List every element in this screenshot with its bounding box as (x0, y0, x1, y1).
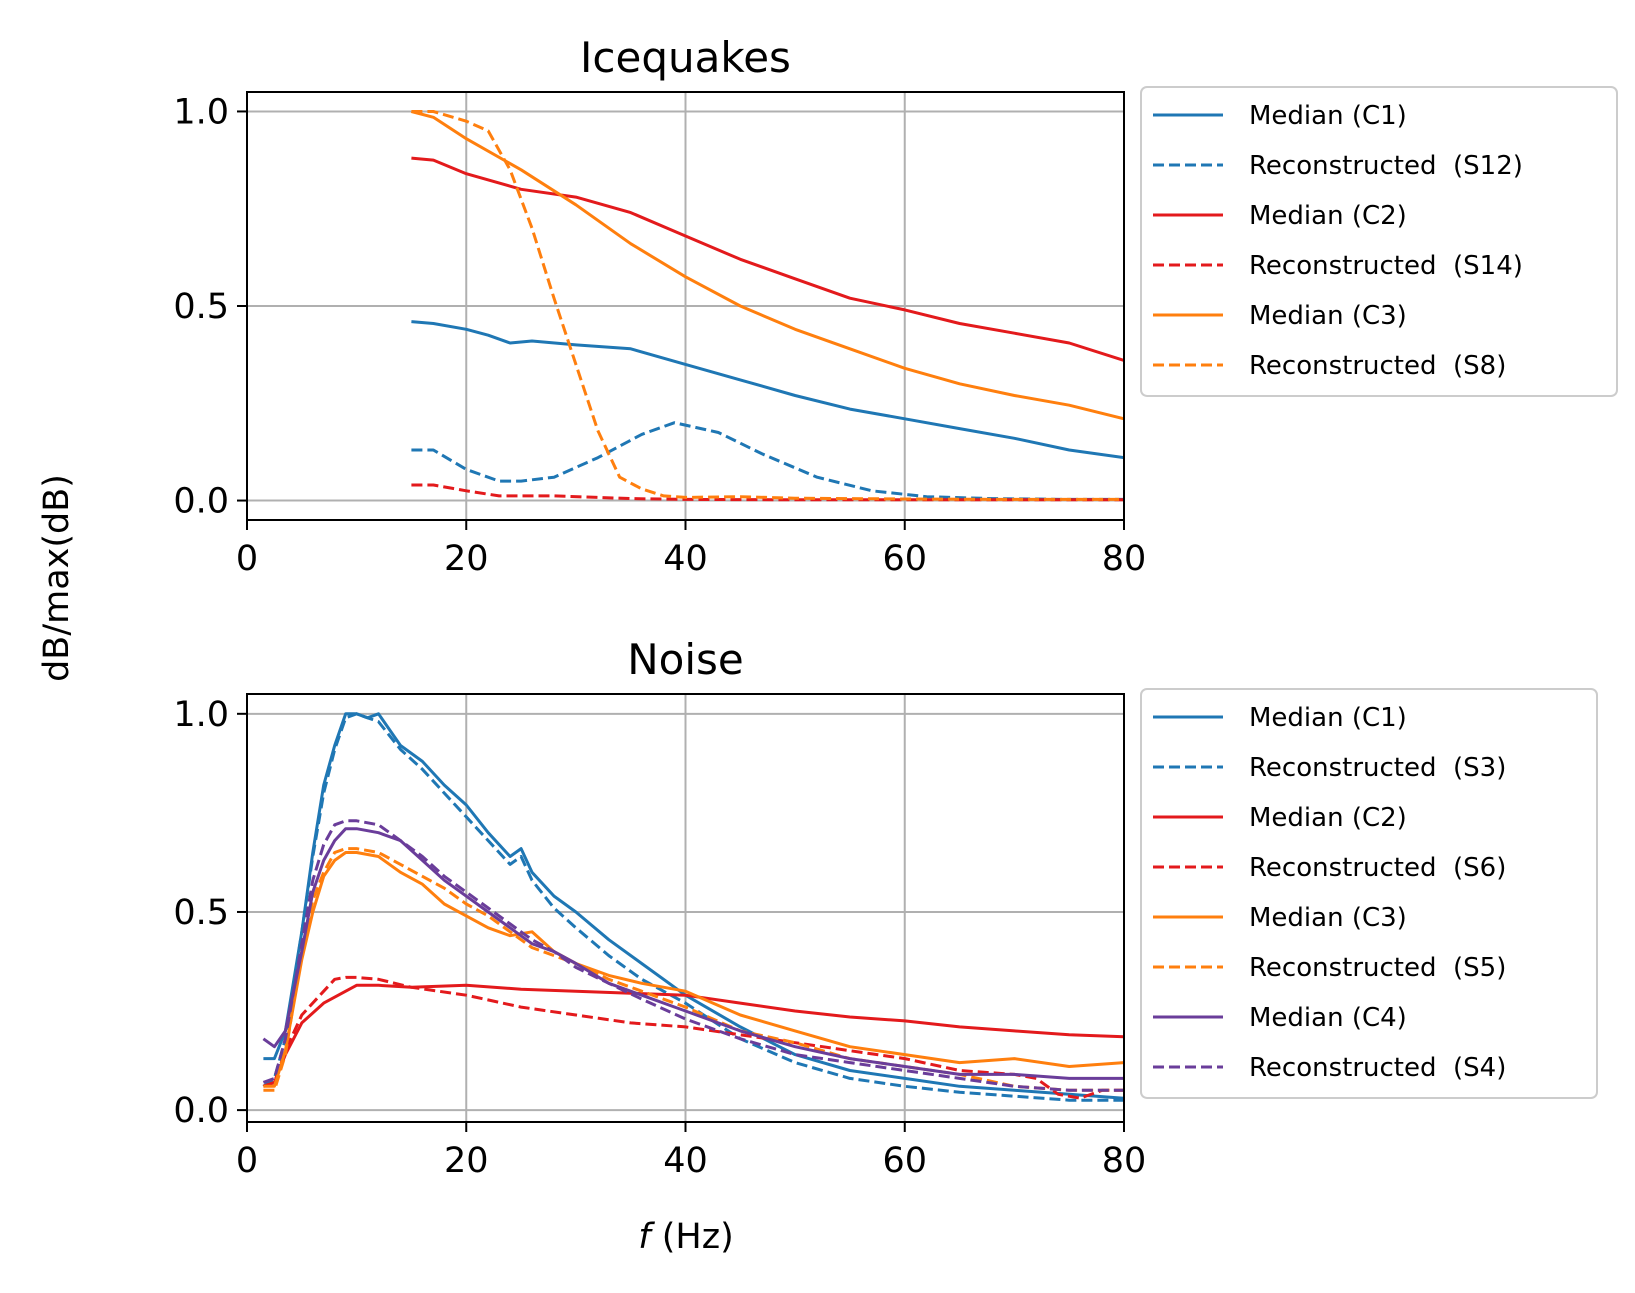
noise-panel: 0 20 40 60 80 0.0 0.5 1.0 Noise Median (C1) Recons… (173, 635, 1598, 1181)
y-tick-label: 0.0 (173, 482, 229, 522)
x-axis-label: f (Hz) (638, 1217, 733, 1257)
x-tick-label: 80 (1102, 539, 1147, 579)
legend-entry: Median (C3) (1249, 903, 1407, 933)
x-tick-label: 0 (236, 1141, 258, 1181)
series-line (263, 851, 1124, 1088)
y-tick-label: 0.0 (173, 1091, 229, 1131)
series-line (262, 712, 1124, 1102)
series-line (411, 320, 1124, 460)
series-line (263, 712, 1124, 1100)
series-group (262, 712, 1124, 1102)
legend-box (1140, 688, 1598, 1099)
x-tick-label: 60 (882, 539, 927, 579)
shared-y-axis-label: dB/max(dB) (37, 474, 77, 682)
x-tick-label: 20 (444, 1141, 489, 1181)
legend-entry: Reconstructed (S14) (1249, 251, 1523, 281)
legend-entry: Reconstructed (S5) (1249, 953, 1506, 983)
legend-box (1140, 86, 1618, 397)
y-tick-label: 1.0 (173, 92, 229, 132)
icequakes-title: Icequakes (580, 33, 791, 82)
series-group (411, 110, 1124, 502)
x-tick-label: 60 (882, 1141, 927, 1181)
legend-entry: Reconstructed (S12) (1249, 151, 1523, 181)
legend-entry: Median (C1) (1249, 101, 1407, 131)
series-line (411, 483, 1124, 502)
icequakes-panel: 0 20 40 60 80 0.0 0.5 1.0 Icequakes Median (C1) Re… (173, 33, 1618, 579)
legend-entry: Median (C3) (1249, 301, 1407, 331)
y-tick-label: 0.5 (173, 287, 229, 327)
series-line (262, 819, 1124, 1092)
x-tick-label: 0 (236, 539, 258, 579)
legend-entry: Median (C2) (1249, 803, 1407, 833)
series-line (411, 421, 1124, 501)
y-tick-label: 0.5 (173, 893, 229, 933)
series-line (262, 827, 1124, 1080)
series-line (263, 847, 1124, 1092)
noise-title: Noise (627, 635, 744, 684)
x-tick-label: 80 (1102, 1141, 1147, 1181)
legend-entry: Median (C4) (1249, 1003, 1407, 1033)
x-axis-label-unit: (Hz) (651, 1217, 734, 1257)
legend: Median (C1) Reconstructed (S12) Median (C2… (1140, 86, 1618, 397)
series-line (262, 975, 1124, 1100)
legend-entry: Reconstructed (S6) (1249, 853, 1506, 883)
series-line (411, 156, 1124, 362)
x-tick-label: 40 (663, 1141, 708, 1181)
series-line (411, 110, 1124, 501)
x-tick-label: 40 (663, 539, 708, 579)
series-line (411, 110, 1124, 421)
legend-entry: Median (C1) (1249, 703, 1407, 733)
legend-entry: Reconstructed (S3) (1249, 753, 1506, 783)
legend-entry: Reconstructed (S8) (1249, 351, 1506, 381)
legend-entry: Reconstructed (S4) (1249, 1053, 1506, 1083)
x-tick-label: 20 (444, 539, 489, 579)
legend-entry: Median (C2) (1249, 201, 1407, 231)
legend: Median (C1) Reconstructed (S3) Median (C2)… (1140, 688, 1598, 1099)
y-tick-label: 1.0 (173, 695, 229, 735)
series-line (262, 983, 1124, 1088)
